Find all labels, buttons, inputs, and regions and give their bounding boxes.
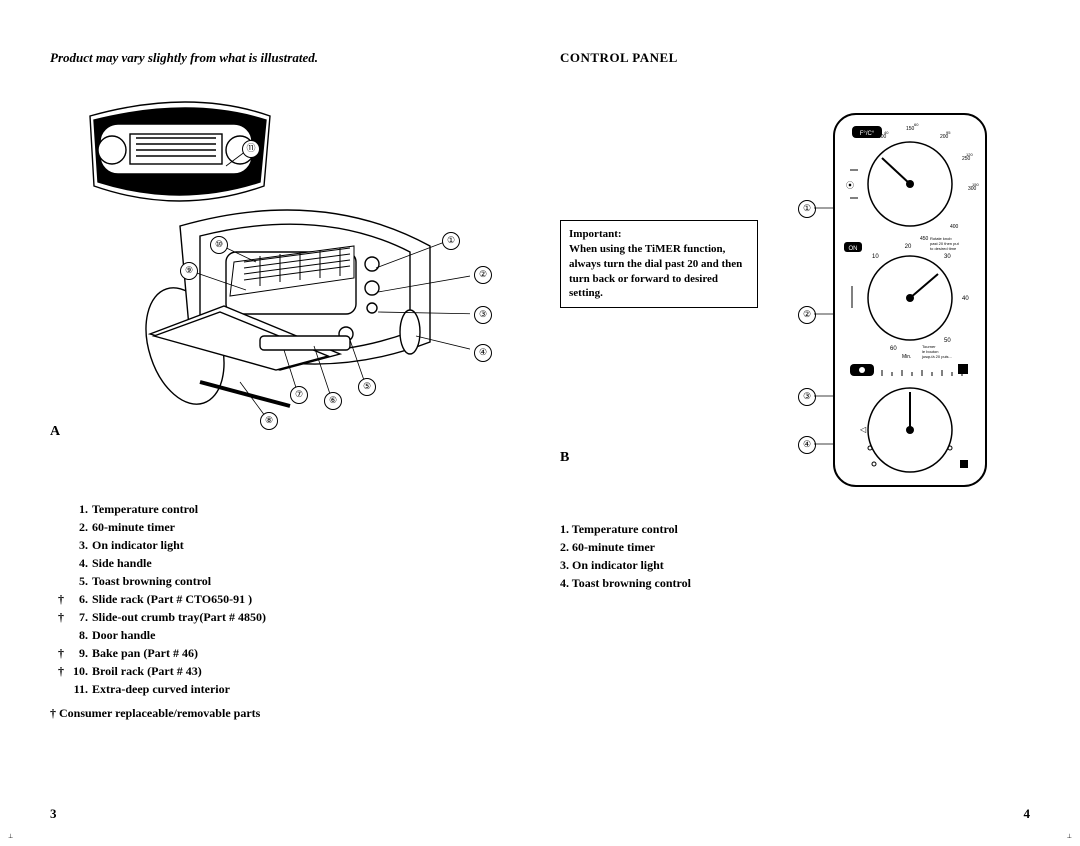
control-panel-title: CONTROL PANEL <box>560 50 1030 66</box>
svg-text:40: 40 <box>962 296 969 302</box>
svg-text:20: 20 <box>905 244 912 250</box>
page-number-right: 4 <box>1024 806 1031 822</box>
svg-text:30: 30 <box>944 254 951 260</box>
svg-text:95: 95 <box>946 130 951 135</box>
parts-list-a: 1.Temperature control 2.60-minute timer … <box>50 500 520 722</box>
panel-leaders <box>810 110 840 490</box>
svg-text:40: 40 <box>884 130 889 135</box>
svg-text:jusqu'à 20 puis...: jusqu'à 20 puis... <box>921 354 952 359</box>
callout-3: ③ <box>474 306 492 324</box>
callout-2: ② <box>474 266 492 284</box>
callout-4: ④ <box>474 344 492 362</box>
svg-text:60: 60 <box>890 346 897 352</box>
svg-text:ON: ON <box>849 246 858 252</box>
svg-text:◁: ◁ <box>860 425 867 434</box>
svg-text:400: 400 <box>950 224 959 230</box>
svg-text:10: 10 <box>872 254 879 260</box>
left-page: Product may vary slightly from what is i… <box>50 50 540 816</box>
svg-text:450: 450 <box>920 236 929 242</box>
figure-label-b: B <box>560 450 569 466</box>
crop-mark-right: ⊥ <box>1067 833 1072 840</box>
page-number-left: 3 <box>50 806 57 822</box>
right-page: CONTROL PANEL Important: When using the … <box>540 50 1030 816</box>
svg-text:⦿: ⦿ <box>846 181 854 190</box>
control-panel-diagram: F°/C° 100 150 200 250 300 400 450 40 60 … <box>830 110 990 490</box>
svg-text:to desired time: to desired time <box>930 246 957 251</box>
svg-text:120: 120 <box>966 152 973 157</box>
svg-text:50: 50 <box>944 338 951 344</box>
dagger-note: † Consumer replaceable/removable parts <box>50 704 520 722</box>
important-body: When using the TiMER function, always tu… <box>569 242 749 301</box>
svg-text:60: 60 <box>914 122 919 127</box>
svg-text:F°/C°: F°/C° <box>860 131 875 137</box>
important-box: Important: When using the TiMER function… <box>560 220 758 308</box>
figure-label-a: A <box>50 424 520 440</box>
product-diagram: ⑪ ⑩ ⑨ ① ② ③ ④ ⑤ ⑥ ⑦ ⑧ <box>50 86 470 406</box>
svg-text:Min.: Min. <box>902 354 911 360</box>
product-illustration <box>50 86 470 426</box>
important-heading: Important: <box>569 227 749 242</box>
disclaimer-note: Product may vary slightly from what is i… <box>50 50 520 66</box>
control-panel-illustration: F°/C° 100 150 200 250 300 400 450 40 60 … <box>830 110 990 490</box>
crop-mark-left: ⊥ <box>8 833 13 840</box>
svg-text:150: 150 <box>972 182 979 187</box>
parts-list-b: 1. Temperature control 2. 60-minute time… <box>560 520 691 592</box>
manual-spread: Product may vary slightly from what is i… <box>0 0 1080 846</box>
